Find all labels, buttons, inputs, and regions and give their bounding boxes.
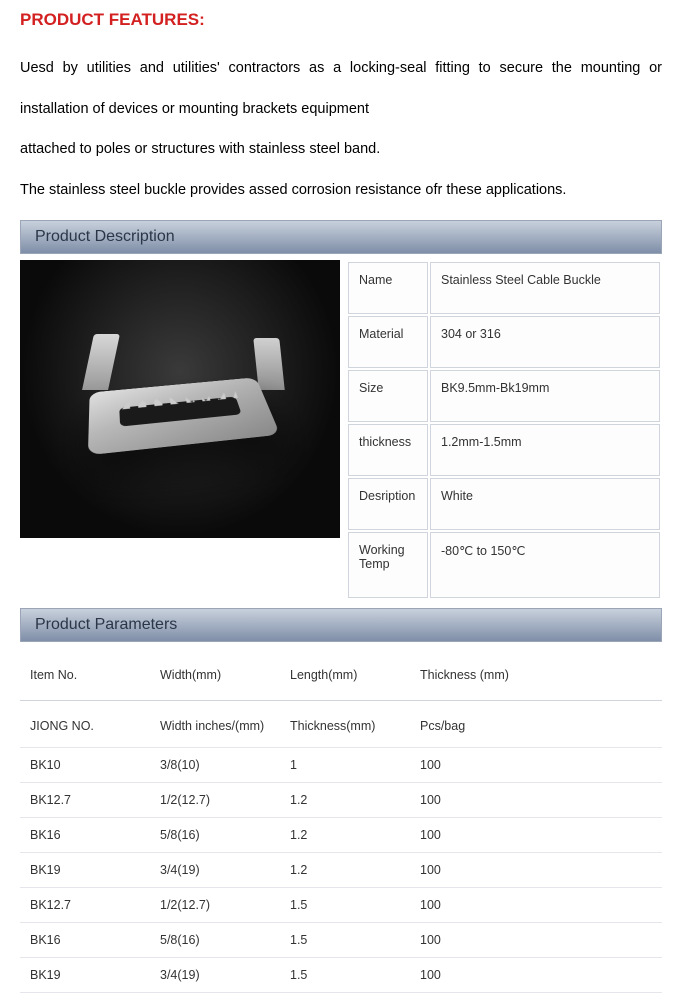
params-col-header: Width(mm) <box>150 650 280 701</box>
params-cell: 1.2 <box>280 853 410 888</box>
page-title: PRODUCT FEATURES: <box>20 10 662 30</box>
desc-value: 304 or 316 <box>430 316 660 368</box>
params-cell: 1 <box>280 748 410 783</box>
table-row: BK12.71/2(12.7)1.2100 <box>20 783 662 818</box>
params-cell: 5/8(16) <box>150 923 280 958</box>
params-cell <box>540 853 662 888</box>
params-subheader-cell: Thickness(mm) <box>280 701 410 748</box>
params-cell: 1.5 <box>280 888 410 923</box>
params-subheader-cell: JIONG NO. <box>20 701 150 748</box>
parameters-table: Item No.Width(mm)Length(mm)Thickness (mm… <box>20 650 662 993</box>
params-cell: 100 <box>410 748 540 783</box>
params-col-header <box>540 650 662 701</box>
intro-line: attached to poles or structures with sta… <box>20 129 662 170</box>
params-cell: 100 <box>410 888 540 923</box>
params-cell: 100 <box>410 853 540 888</box>
params-cell: 100 <box>410 783 540 818</box>
table-row: BK165/8(16)1.2100 <box>20 818 662 853</box>
desc-value: BK9.5mm-Bk19mm <box>430 370 660 422</box>
params-cell: BK12.7 <box>20 783 150 818</box>
desc-label: Working Temp <box>348 532 428 598</box>
desc-value: Stainless Steel Cable Buckle <box>430 262 660 314</box>
table-row: BK193/4(19)1.5100 <box>20 958 662 993</box>
desc-label: thickness <box>348 424 428 476</box>
params-cell: BK19 <box>20 958 150 993</box>
params-cell: BK12.7 <box>20 888 150 923</box>
product-image <box>20 260 340 538</box>
desc-label: Name <box>348 262 428 314</box>
table-row: BK165/8(16)1.5100 <box>20 923 662 958</box>
params-cell: 3/8(10) <box>150 748 280 783</box>
params-cell: BK19 <box>20 853 150 888</box>
desc-label: Desription <box>348 478 428 530</box>
params-cell: 1.2 <box>280 818 410 853</box>
params-cell <box>540 958 662 993</box>
desc-label: Size <box>348 370 428 422</box>
params-col-header: Length(mm) <box>280 650 410 701</box>
section-header-parameters: Product Parameters <box>20 608 662 642</box>
params-cell <box>540 748 662 783</box>
params-subheader-cell: Pcs/bag <box>410 701 540 748</box>
desc-value: White <box>430 478 660 530</box>
params-col-header: Item No. <box>20 650 150 701</box>
params-cell <box>540 818 662 853</box>
params-cell: 5/8(16) <box>150 818 280 853</box>
params-col-header: Thickness (mm) <box>410 650 540 701</box>
params-cell: 3/4(19) <box>150 853 280 888</box>
params-cell <box>540 888 662 923</box>
desc-value: -80℃ to 150℃ <box>430 532 660 598</box>
params-cell: 3/4(19) <box>150 958 280 993</box>
params-cell: 100 <box>410 923 540 958</box>
table-row: BK193/4(19)1.2100 <box>20 853 662 888</box>
params-cell: BK16 <box>20 818 150 853</box>
params-cell: 1.5 <box>280 923 410 958</box>
params-cell: 1/2(12.7) <box>150 783 280 818</box>
params-cell: 100 <box>410 958 540 993</box>
intro-line: Uesd by utilities and utilities' contrac… <box>20 48 662 129</box>
intro-line: The stainless steel buckle provides asse… <box>20 170 662 211</box>
params-subheader-cell <box>540 701 662 748</box>
desc-label: Material <box>348 316 428 368</box>
section-header-description: Product Description <box>20 220 662 254</box>
params-cell: 1.2 <box>280 783 410 818</box>
intro-text: Uesd by utilities and utilities' contrac… <box>20 48 662 210</box>
params-subheader-cell: Width inches/(mm) <box>150 701 280 748</box>
desc-value: 1.2mm-1.5mm <box>430 424 660 476</box>
params-cell <box>540 923 662 958</box>
params-cell <box>540 783 662 818</box>
description-table: NameStainless Steel Cable BuckleMaterial… <box>346 260 662 600</box>
params-cell: 100 <box>410 818 540 853</box>
params-cell: 1.5 <box>280 958 410 993</box>
params-cell: BK10 <box>20 748 150 783</box>
table-row: BK103/8(10)1100 <box>20 748 662 783</box>
params-cell: 1/2(12.7) <box>150 888 280 923</box>
params-cell: BK16 <box>20 923 150 958</box>
table-row: BK12.71/2(12.7)1.5100 <box>20 888 662 923</box>
